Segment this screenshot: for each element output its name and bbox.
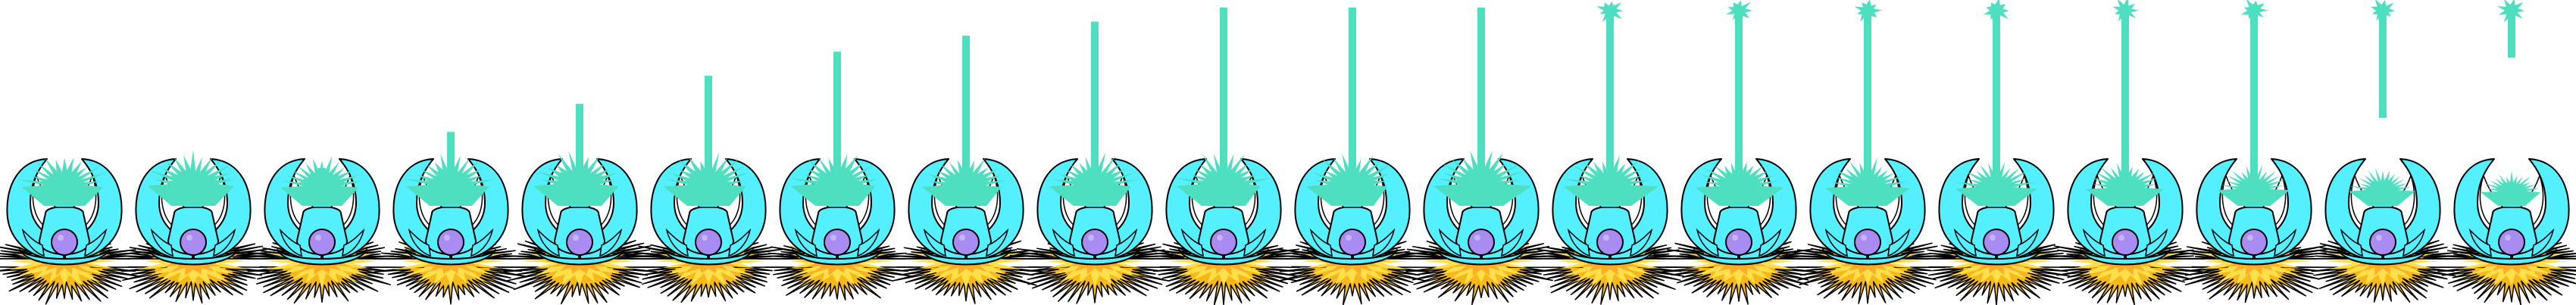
water-spray	[1049, 152, 1140, 206]
orb-core	[51, 229, 78, 256]
fountain-bowl	[908, 158, 1024, 266]
sprite-frame	[1009, 21, 1174, 304]
sprite-frame	[2299, 0, 2463, 303]
water-beam	[2370, 0, 2396, 118]
water-spray	[788, 154, 878, 206]
fountain-bowl	[2324, 158, 2441, 266]
orb-core	[824, 229, 851, 256]
orb-core	[1210, 229, 1237, 256]
sprite-frame	[1914, 0, 2076, 305]
orb-core	[1339, 229, 1366, 256]
water-spray	[1825, 157, 1911, 206]
sprite-frame	[1396, 8, 1564, 305]
orb-core	[1081, 229, 1108, 256]
water-spray	[1955, 162, 2038, 206]
water-spray	[403, 152, 497, 206]
water-spray	[663, 152, 749, 206]
orb-core	[952, 229, 980, 256]
water-spray	[921, 156, 1007, 206]
orb-core	[695, 229, 722, 256]
orb-core	[1725, 229, 1752, 256]
orb-core	[2112, 229, 2139, 256]
orb-core	[180, 229, 207, 256]
orb-core	[2240, 229, 2268, 256]
sprite-frame	[116, 150, 275, 303]
water-beam	[1725, 0, 1753, 208]
orb-core	[1983, 229, 2010, 256]
orb-core	[1854, 229, 1881, 256]
water-beam	[576, 104, 583, 208]
water-spray	[1174, 153, 1272, 206]
water-beam	[2496, 0, 2525, 58]
water-spray	[1562, 152, 1658, 206]
sprite-frame	[2043, 0, 2206, 305]
water-beam	[1220, 8, 1227, 208]
sprite-frame	[886, 36, 1045, 304]
water-spray	[18, 157, 108, 206]
water-spray	[280, 155, 363, 206]
orb-core	[437, 229, 464, 256]
water-beam	[1349, 8, 1356, 208]
sprite-frame	[0, 157, 144, 305]
water-beam	[962, 36, 970, 208]
water-beam	[1983, 0, 2009, 208]
sprite-frame	[758, 51, 914, 301]
water-spray	[147, 150, 236, 206]
orb-core	[2498, 229, 2525, 256]
water-beam	[2240, 0, 2270, 208]
water-spray	[1433, 150, 1532, 206]
sprite-frame	[236, 155, 407, 304]
orb-core	[566, 229, 593, 256]
sprite-frame	[370, 132, 527, 305]
water-beam	[1477, 8, 1485, 208]
sprite-frame	[2428, 0, 2576, 305]
sprite-frame	[500, 104, 663, 305]
water-spray	[2085, 163, 2165, 206]
orb-core	[308, 229, 336, 256]
fountain-bowl	[1680, 158, 1797, 266]
orb-core	[1468, 229, 1495, 256]
water-beam	[705, 76, 712, 208]
fountain-bowl	[135, 158, 252, 266]
sprite-frame	[1782, 0, 1952, 304]
water-beam	[2112, 0, 2140, 208]
water-beam	[1854, 0, 1884, 208]
water-spray	[2349, 168, 2415, 206]
sprite-frame	[1143, 8, 1301, 305]
water-spray	[2481, 170, 2541, 206]
orb-core	[2369, 229, 2396, 256]
water-spray	[1306, 151, 1391, 206]
sprite-frame	[1529, 1, 1688, 305]
water-beam	[833, 51, 841, 208]
sprite-frame	[1272, 8, 1433, 305]
orb-core	[1596, 229, 1624, 256]
water-beam	[1091, 21, 1099, 208]
sprite-frame	[1657, 0, 1818, 305]
water-spray	[1695, 160, 1784, 206]
sprite-frame	[623, 76, 794, 303]
water-spray	[2217, 164, 2290, 206]
water-spray	[533, 151, 620, 206]
water-beam	[1596, 1, 1623, 208]
sprite-frame	[2171, 0, 2334, 303]
